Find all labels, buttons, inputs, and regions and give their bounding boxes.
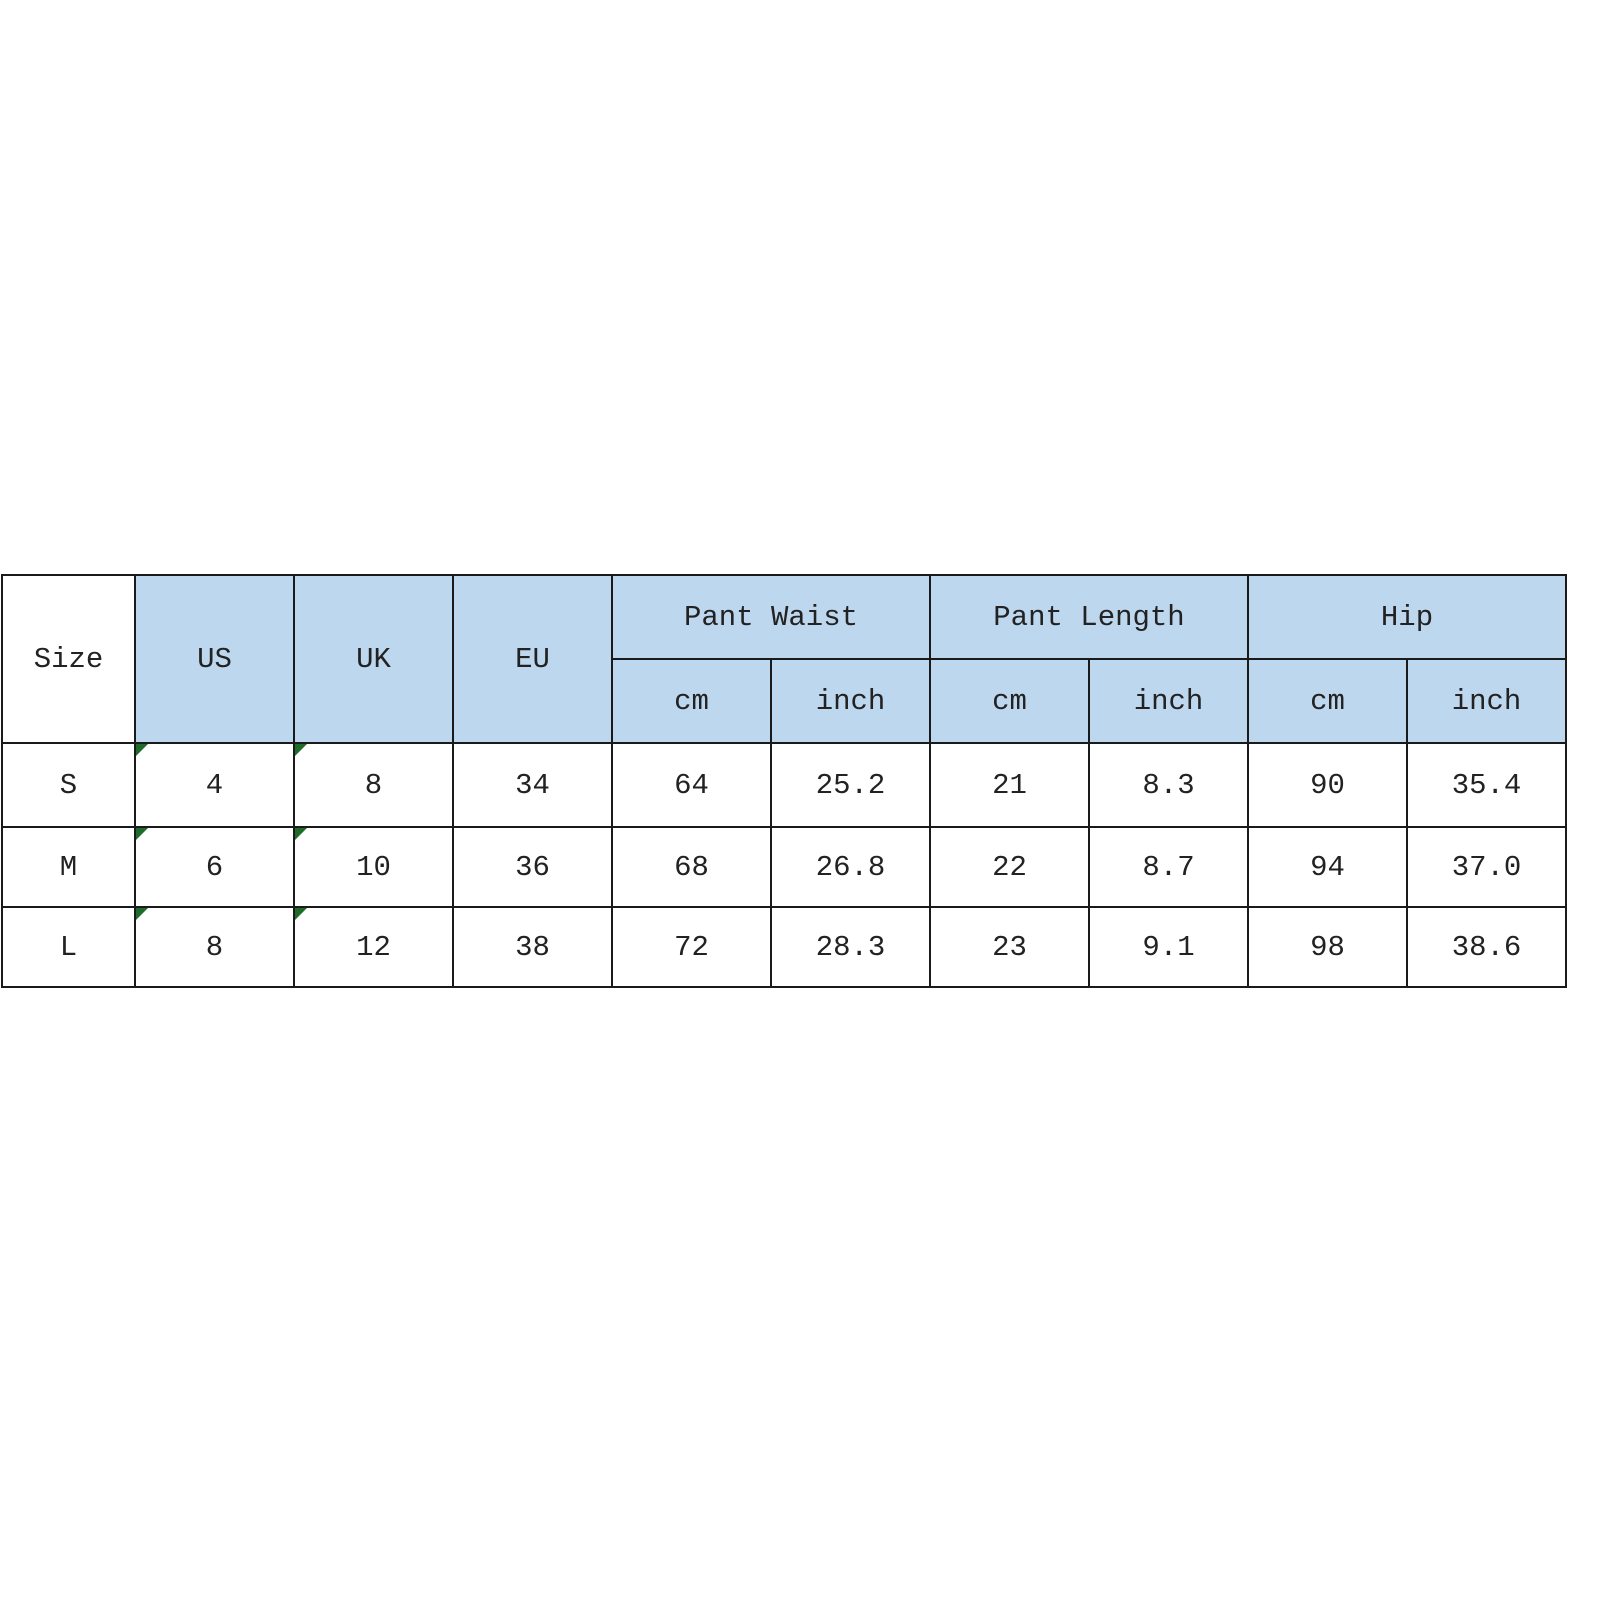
table-row: L 8 12 38 72 28.3 23 9.1 98 38.6 <box>1 906 1567 988</box>
header-pant-waist: Pant Waist <box>611 574 931 660</box>
cell-value: 21 <box>992 768 1027 802</box>
header-unit: inch <box>770 658 931 744</box>
cell-value: 22 <box>992 850 1027 884</box>
header-unit: inch <box>1088 658 1249 744</box>
cell-value: 68 <box>674 850 709 884</box>
comment-flag-icon <box>295 908 307 920</box>
table-cell: 23 <box>929 906 1090 988</box>
cell-value: 38.6 <box>1451 930 1522 964</box>
table-cell: 22 <box>929 826 1090 908</box>
comment-flag-icon <box>136 828 148 840</box>
comment-flag-icon <box>136 908 148 920</box>
header-pant-length: Pant Length <box>929 574 1249 660</box>
table-cell: 10 <box>293 826 454 908</box>
table-cell: L <box>1 906 136 988</box>
table-cell: 8 <box>293 742 454 828</box>
table-cell: 38.6 <box>1406 906 1567 988</box>
cell-value: 12 <box>356 930 391 964</box>
cell-value: 8 <box>205 930 224 964</box>
cell-value: 8.3 <box>1142 768 1195 802</box>
table-cell: 4 <box>134 742 295 828</box>
table-cell: 28.3 <box>770 906 931 988</box>
cell-value: S <box>59 768 78 802</box>
table-cell: 8.3 <box>1088 742 1249 828</box>
cell-value: 23 <box>992 930 1027 964</box>
table-cell: 90 <box>1247 742 1408 828</box>
size-chart-table: Size US UK EU Pant Waist Pant Length Hip… <box>1 574 1567 988</box>
table-cell: 21 <box>929 742 1090 828</box>
comment-flag-icon <box>295 828 307 840</box>
table-cell: 8 <box>134 906 295 988</box>
cell-value: 36 <box>515 850 550 884</box>
header-size: Size <box>1 574 136 744</box>
cell-value: 6 <box>205 850 224 884</box>
table-cell: 38 <box>452 906 613 988</box>
cell-value: 35.4 <box>1451 768 1522 802</box>
cell-value: 64 <box>674 768 709 802</box>
table-cell: 98 <box>1247 906 1408 988</box>
table-cell: M <box>1 826 136 908</box>
table-row: M 6 10 36 68 26.8 22 8.7 94 37.0 <box>1 826 1567 908</box>
cell-value: 10 <box>356 850 391 884</box>
table-cell: 72 <box>611 906 772 988</box>
cell-value: M <box>59 850 78 884</box>
cell-value: 25.2 <box>815 768 886 802</box>
header-unit: cm <box>1247 658 1408 744</box>
table-cell: 25.2 <box>770 742 931 828</box>
header-uk: UK <box>293 574 454 744</box>
table-cell: 68 <box>611 826 772 908</box>
header-unit: cm <box>929 658 1090 744</box>
table-cell: 35.4 <box>1406 742 1567 828</box>
cell-value: 28.3 <box>815 930 886 964</box>
comment-flag-icon <box>295 744 307 756</box>
cell-value: 72 <box>674 930 709 964</box>
table-cell: 26.8 <box>770 826 931 908</box>
cell-value: 37.0 <box>1451 850 1522 884</box>
table-cell: 64 <box>611 742 772 828</box>
comment-flag-icon <box>136 744 148 756</box>
header-us: US <box>134 574 295 744</box>
table-cell: 12 <box>293 906 454 988</box>
cell-value: 94 <box>1310 850 1345 884</box>
cell-value: 38 <box>515 930 550 964</box>
header-row-groups: Size US UK EU Pant Waist Pant Length Hip <box>1 574 1567 744</box>
table-cell: 9.1 <box>1088 906 1249 988</box>
table-cell: 36 <box>452 826 613 908</box>
table-cell: 8.7 <box>1088 826 1249 908</box>
table-cell: 6 <box>134 826 295 908</box>
cell-value: L <box>59 930 78 964</box>
table-cell: 94 <box>1247 826 1408 908</box>
header-eu: EU <box>452 574 613 744</box>
cell-value: 8.7 <box>1142 850 1195 884</box>
header-hip: Hip <box>1247 574 1567 660</box>
cell-value: 34 <box>515 768 550 802</box>
table-cell: 34 <box>452 742 613 828</box>
cell-value: 98 <box>1310 930 1345 964</box>
cell-value: 8 <box>364 768 383 802</box>
cell-value: 9.1 <box>1142 930 1195 964</box>
table-cell: 37.0 <box>1406 826 1567 908</box>
header-unit: cm <box>611 658 772 744</box>
table-cell: S <box>1 742 136 828</box>
table-row: S 4 8 34 64 25.2 21 8.3 90 35.4 <box>1 742 1567 828</box>
cell-value: 90 <box>1310 768 1345 802</box>
header-unit: inch <box>1406 658 1567 744</box>
cell-value: 26.8 <box>815 850 886 884</box>
header-row-units: cm inch cm inch cm inch <box>2 658 1567 744</box>
cell-value: 4 <box>205 768 224 802</box>
